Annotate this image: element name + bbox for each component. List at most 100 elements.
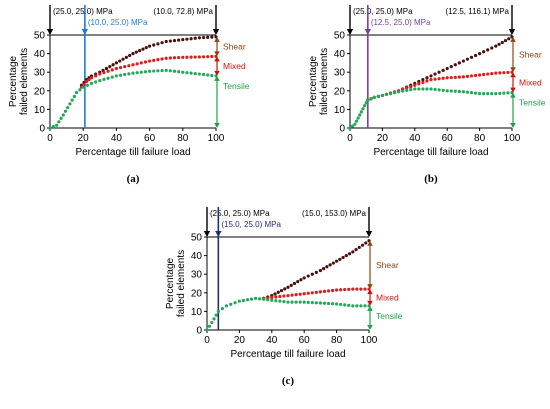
data-point [181,70,185,74]
x-tick-label: 0 [47,133,53,144]
series-dot [465,90,470,94]
series-dot [138,49,142,53]
x-tick-label: 80 [474,133,486,144]
series-dot [437,77,441,81]
series-dot [322,301,327,305]
y-tick-label: 0 [39,124,45,135]
series-dot [363,304,367,308]
series-dot [210,35,214,39]
data-point [114,74,118,78]
series-dot [343,287,347,292]
series-dot [490,46,494,50]
series-dot [449,65,453,69]
series-dot [392,91,397,95]
series-dot [296,280,300,284]
series-dot [102,71,106,75]
mid-marker-head [364,29,372,35]
data-point [164,56,168,60]
series-dot [486,91,490,96]
series-dot [343,303,347,307]
y-tick-label: 20 [34,86,46,97]
y-tick-label: 40 [34,49,46,60]
series-dot [212,317,216,321]
x-axis-label: Percentage till failure load [373,147,488,158]
series-dot [306,274,310,278]
x-tick-label: 40 [409,133,421,144]
series-dot [282,294,286,298]
series-dot [121,57,125,61]
series-dot [425,87,429,91]
y-tick-label: 10 [334,105,346,116]
y-axis-label-line: Percentage [8,55,19,107]
data-point [397,90,401,94]
series-dot [421,78,425,82]
series-dot [283,287,287,291]
series-dot [433,87,437,92]
series-dot [506,91,510,95]
data-point [181,38,185,42]
series-dot [123,65,127,69]
band-tensile-head-bottom [367,325,373,330]
series-dot [341,255,345,260]
start-annotation: (25.0, 25.0) MPa [210,209,270,218]
series-dot [322,289,327,294]
data-point [362,104,367,108]
y-tick-label: 20 [334,86,346,97]
series-dot [278,294,282,299]
band-mixed-head-bottom [510,87,516,93]
band-label-tensile: Tensile [519,98,546,108]
series-dot [339,288,343,292]
series-dot [177,38,181,42]
series-dot [359,110,363,114]
y-tick-label: 50 [334,31,346,42]
series-dot [106,76,110,80]
series-dot [193,55,197,59]
y-axis-label-line: failed elements [176,250,187,317]
band-label-shear: Shear [519,50,542,60]
series-dot [241,298,246,303]
series-dot [168,39,172,43]
data-point [237,299,241,303]
series-dot [405,86,409,90]
data-point [335,259,339,263]
series-dot [152,58,156,62]
data-point [380,93,384,98]
band-label-mixed: Mixed [376,292,399,302]
series-dot [331,261,335,265]
series-dot [118,65,123,70]
data-point [302,292,306,296]
series-dot [421,87,425,91]
series-dot [325,265,329,269]
series-dot [384,92,389,97]
series-dot [206,73,210,77]
data-point [114,61,118,65]
data-point [302,276,306,280]
band-mixed-head-top [214,56,220,62]
series-dot [310,272,314,276]
start-arrow-head [46,29,54,35]
data-point [445,76,449,80]
data-point [335,302,339,306]
series-dot [497,42,501,46]
series-dot [503,38,508,43]
series-dot [299,278,303,282]
x-tick-label: 100 [361,335,378,346]
mid-annotation: (12.5, 25.0) MPa [371,18,431,27]
series-dot [364,241,368,245]
data-point [216,309,220,313]
data-point [351,304,355,308]
series-dot [306,300,310,304]
band-mixed-head-top [367,289,373,295]
data-point [286,285,290,289]
series-dot [172,56,177,60]
x-tick-label: 40 [111,133,123,144]
series-dot [355,287,359,291]
x-tick-label: 60 [144,133,156,144]
series-dot [357,245,361,250]
series-dot [369,97,373,101]
series-dot [134,50,138,54]
series-dot [360,243,365,247]
y-tick-label: 30 [34,68,46,79]
data-point [270,298,274,302]
series-dot [361,107,365,111]
